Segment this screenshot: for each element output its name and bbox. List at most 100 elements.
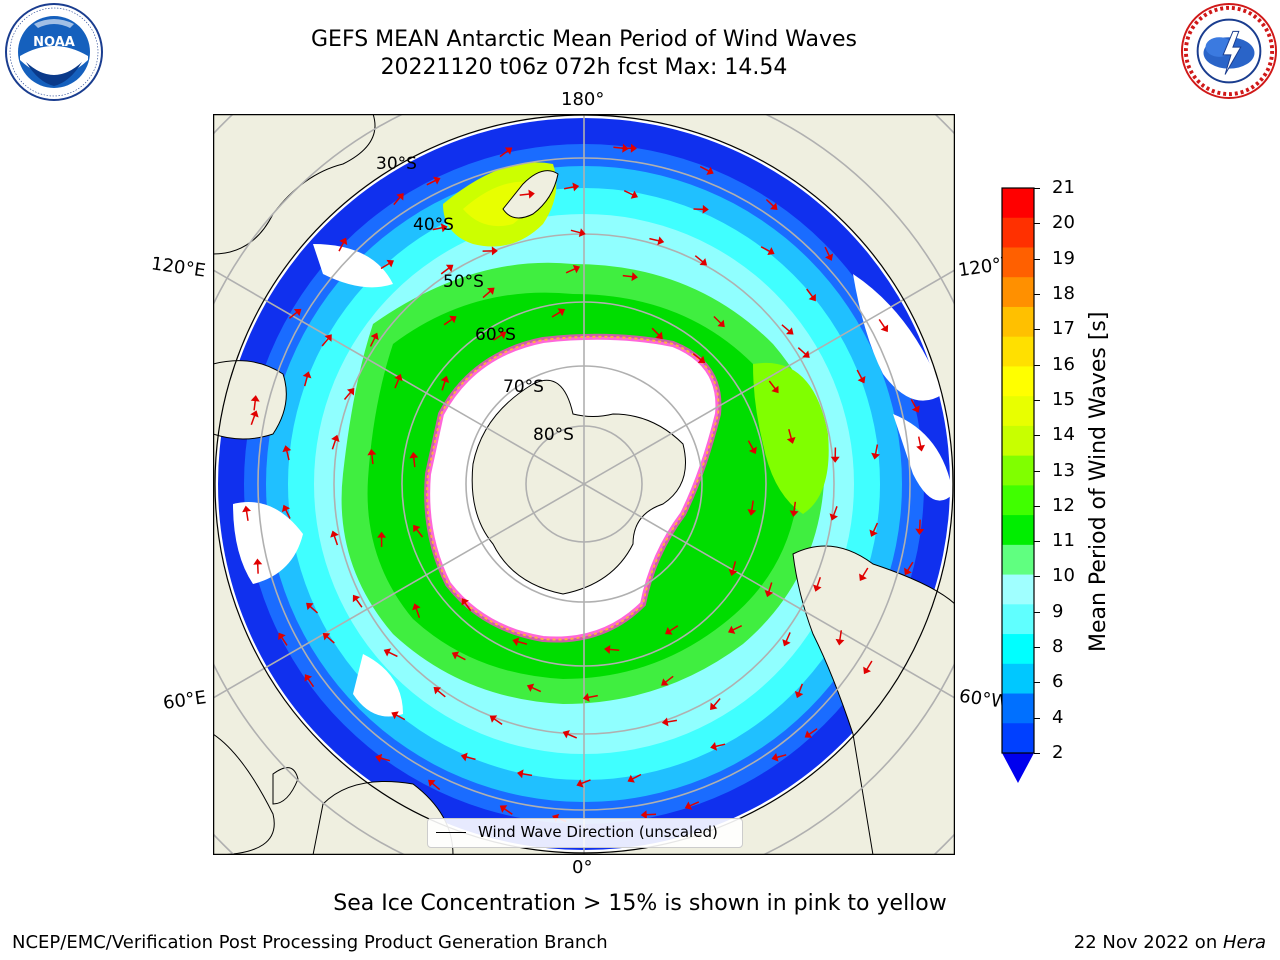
wind-arrow-head: [253, 558, 263, 565]
chart-title: GEFS MEAN Antarctic Mean Period of Wind …: [311, 27, 857, 52]
wind-arrow: [781, 324, 790, 332]
wind-arrow: [456, 654, 466, 661]
wind-arrow-head: [825, 253, 834, 261]
wind-arrow-head: [880, 324, 889, 333]
wind-arrow: [355, 598, 363, 608]
wind-arrow: [371, 454, 374, 465]
wind-arrow-head: [727, 625, 736, 634]
lat-label-60s: 60°S: [475, 325, 516, 345]
wind-arrow-head: [339, 237, 348, 246]
wind-arrow-head: [871, 452, 881, 460]
wind-arrow: [906, 561, 914, 572]
wind-arrow: [631, 773, 642, 780]
colorbar-tick: [1034, 399, 1040, 401]
noaa-logo: NOAA: [5, 3, 103, 101]
wind-arrow-head: [789, 510, 799, 517]
wind-arrow-head: [428, 779, 436, 788]
wind-arrow: [839, 630, 843, 641]
wind-arrow: [443, 318, 453, 326]
wind-arrow: [715, 743, 726, 748]
wind-arrow-head: [377, 531, 387, 538]
wind-arrow-head: [250, 410, 259, 418]
colorbar-tick: [1034, 364, 1040, 366]
wind-arrow: [380, 262, 390, 270]
wind-arrow: [747, 440, 754, 450]
wind-arrow: [917, 436, 922, 447]
wind-arrow-head: [304, 674, 313, 682]
wind-arrow-head: [331, 434, 340, 443]
wind-arrow: [388, 651, 398, 658]
wind-arrow-head: [278, 632, 286, 641]
wind-arrow-head: [375, 753, 383, 763]
wind-arrow: [517, 640, 528, 645]
wind-arrow-head: [516, 769, 524, 779]
colorbar-tick: [1034, 470, 1040, 472]
wind-arrow-head: [440, 375, 450, 383]
colorbar-band: [1002, 396, 1034, 427]
nws-logo: [1180, 2, 1278, 100]
wind-arrow-head: [627, 774, 635, 783]
wind-arrow-head: [655, 331, 663, 340]
wind-arrow: [788, 429, 793, 440]
wind-arrow-head: [916, 444, 926, 452]
colorbar-tick-label: 16: [1052, 353, 1075, 375]
lat-label-40s: 40°S: [413, 215, 454, 235]
wind-arrow-head: [449, 315, 457, 324]
colorbar-tick-label: 11: [1052, 530, 1075, 552]
colorbar-tick-label: 10: [1052, 565, 1075, 587]
wind-arrow-head: [665, 627, 673, 635]
colorbar-band: [1002, 485, 1034, 516]
wind-arrow: [465, 756, 476, 761]
wind-arrow: [861, 567, 869, 577]
wind-arrow-head: [293, 308, 302, 317]
footer-credit: NCEP/EMC/Verification Post Processing Pr…: [12, 932, 608, 953]
wind-arrow: [713, 315, 722, 325]
wind-arrow: [664, 675, 674, 683]
colorbar-tick: [1034, 682, 1040, 684]
wind-arrow-head: [281, 504, 291, 513]
wind-arrow-head: [804, 730, 813, 738]
wind-arrow: [699, 165, 710, 172]
wind-arrow: [651, 327, 660, 336]
wind-arrow: [765, 198, 775, 207]
colorbar-tick: [1034, 753, 1040, 754]
colorbar-band: [1002, 366, 1034, 397]
wind-arrow-head: [324, 334, 332, 342]
wind-arrow-head: [386, 259, 394, 268]
wind-arrow: [580, 779, 591, 785]
colorbar-band: [1002, 634, 1034, 665]
wind-arrow: [793, 501, 797, 512]
wind-arrow: [750, 500, 754, 511]
wind-arrow: [874, 444, 879, 455]
wind-arrow: [441, 380, 446, 391]
wind-arrow-head: [630, 190, 639, 199]
wind-arrow-head: [322, 632, 331, 641]
wind-arrow-head: [604, 644, 611, 654]
wind-arrow-head: [863, 666, 871, 675]
wind-arrow-head: [630, 143, 637, 153]
wind-arrow: [245, 510, 249, 521]
wind-arrow-head: [911, 405, 920, 413]
colorbar-tick: [1034, 258, 1040, 260]
wind-arrow-head: [661, 678, 669, 686]
colorbar-tick: [1034, 717, 1040, 719]
wind-arrow: [307, 678, 315, 688]
wind-arrow: [531, 686, 542, 693]
colorbar-band: [1002, 693, 1034, 724]
wind-arrow: [824, 246, 831, 257]
wind-arrow-head: [394, 373, 403, 382]
wind-arrow-head: [578, 228, 586, 237]
wind-arrow: [464, 602, 472, 612]
colorbar-band: [1002, 455, 1034, 486]
wind-arrow-head: [370, 332, 379, 341]
lat-label-50s: 50°S: [443, 272, 484, 292]
wind-arrow: [285, 450, 290, 461]
wind-arrow-head: [250, 395, 260, 402]
wind-arrow-head: [857, 376, 866, 384]
colorbar-band: [1002, 336, 1034, 367]
wind-arrow-head: [808, 293, 816, 302]
colorbar-tick: [1034, 435, 1040, 437]
wind-arrow-head: [706, 166, 714, 175]
wind-arrow: [609, 648, 620, 652]
wind-arrow: [288, 311, 298, 319]
